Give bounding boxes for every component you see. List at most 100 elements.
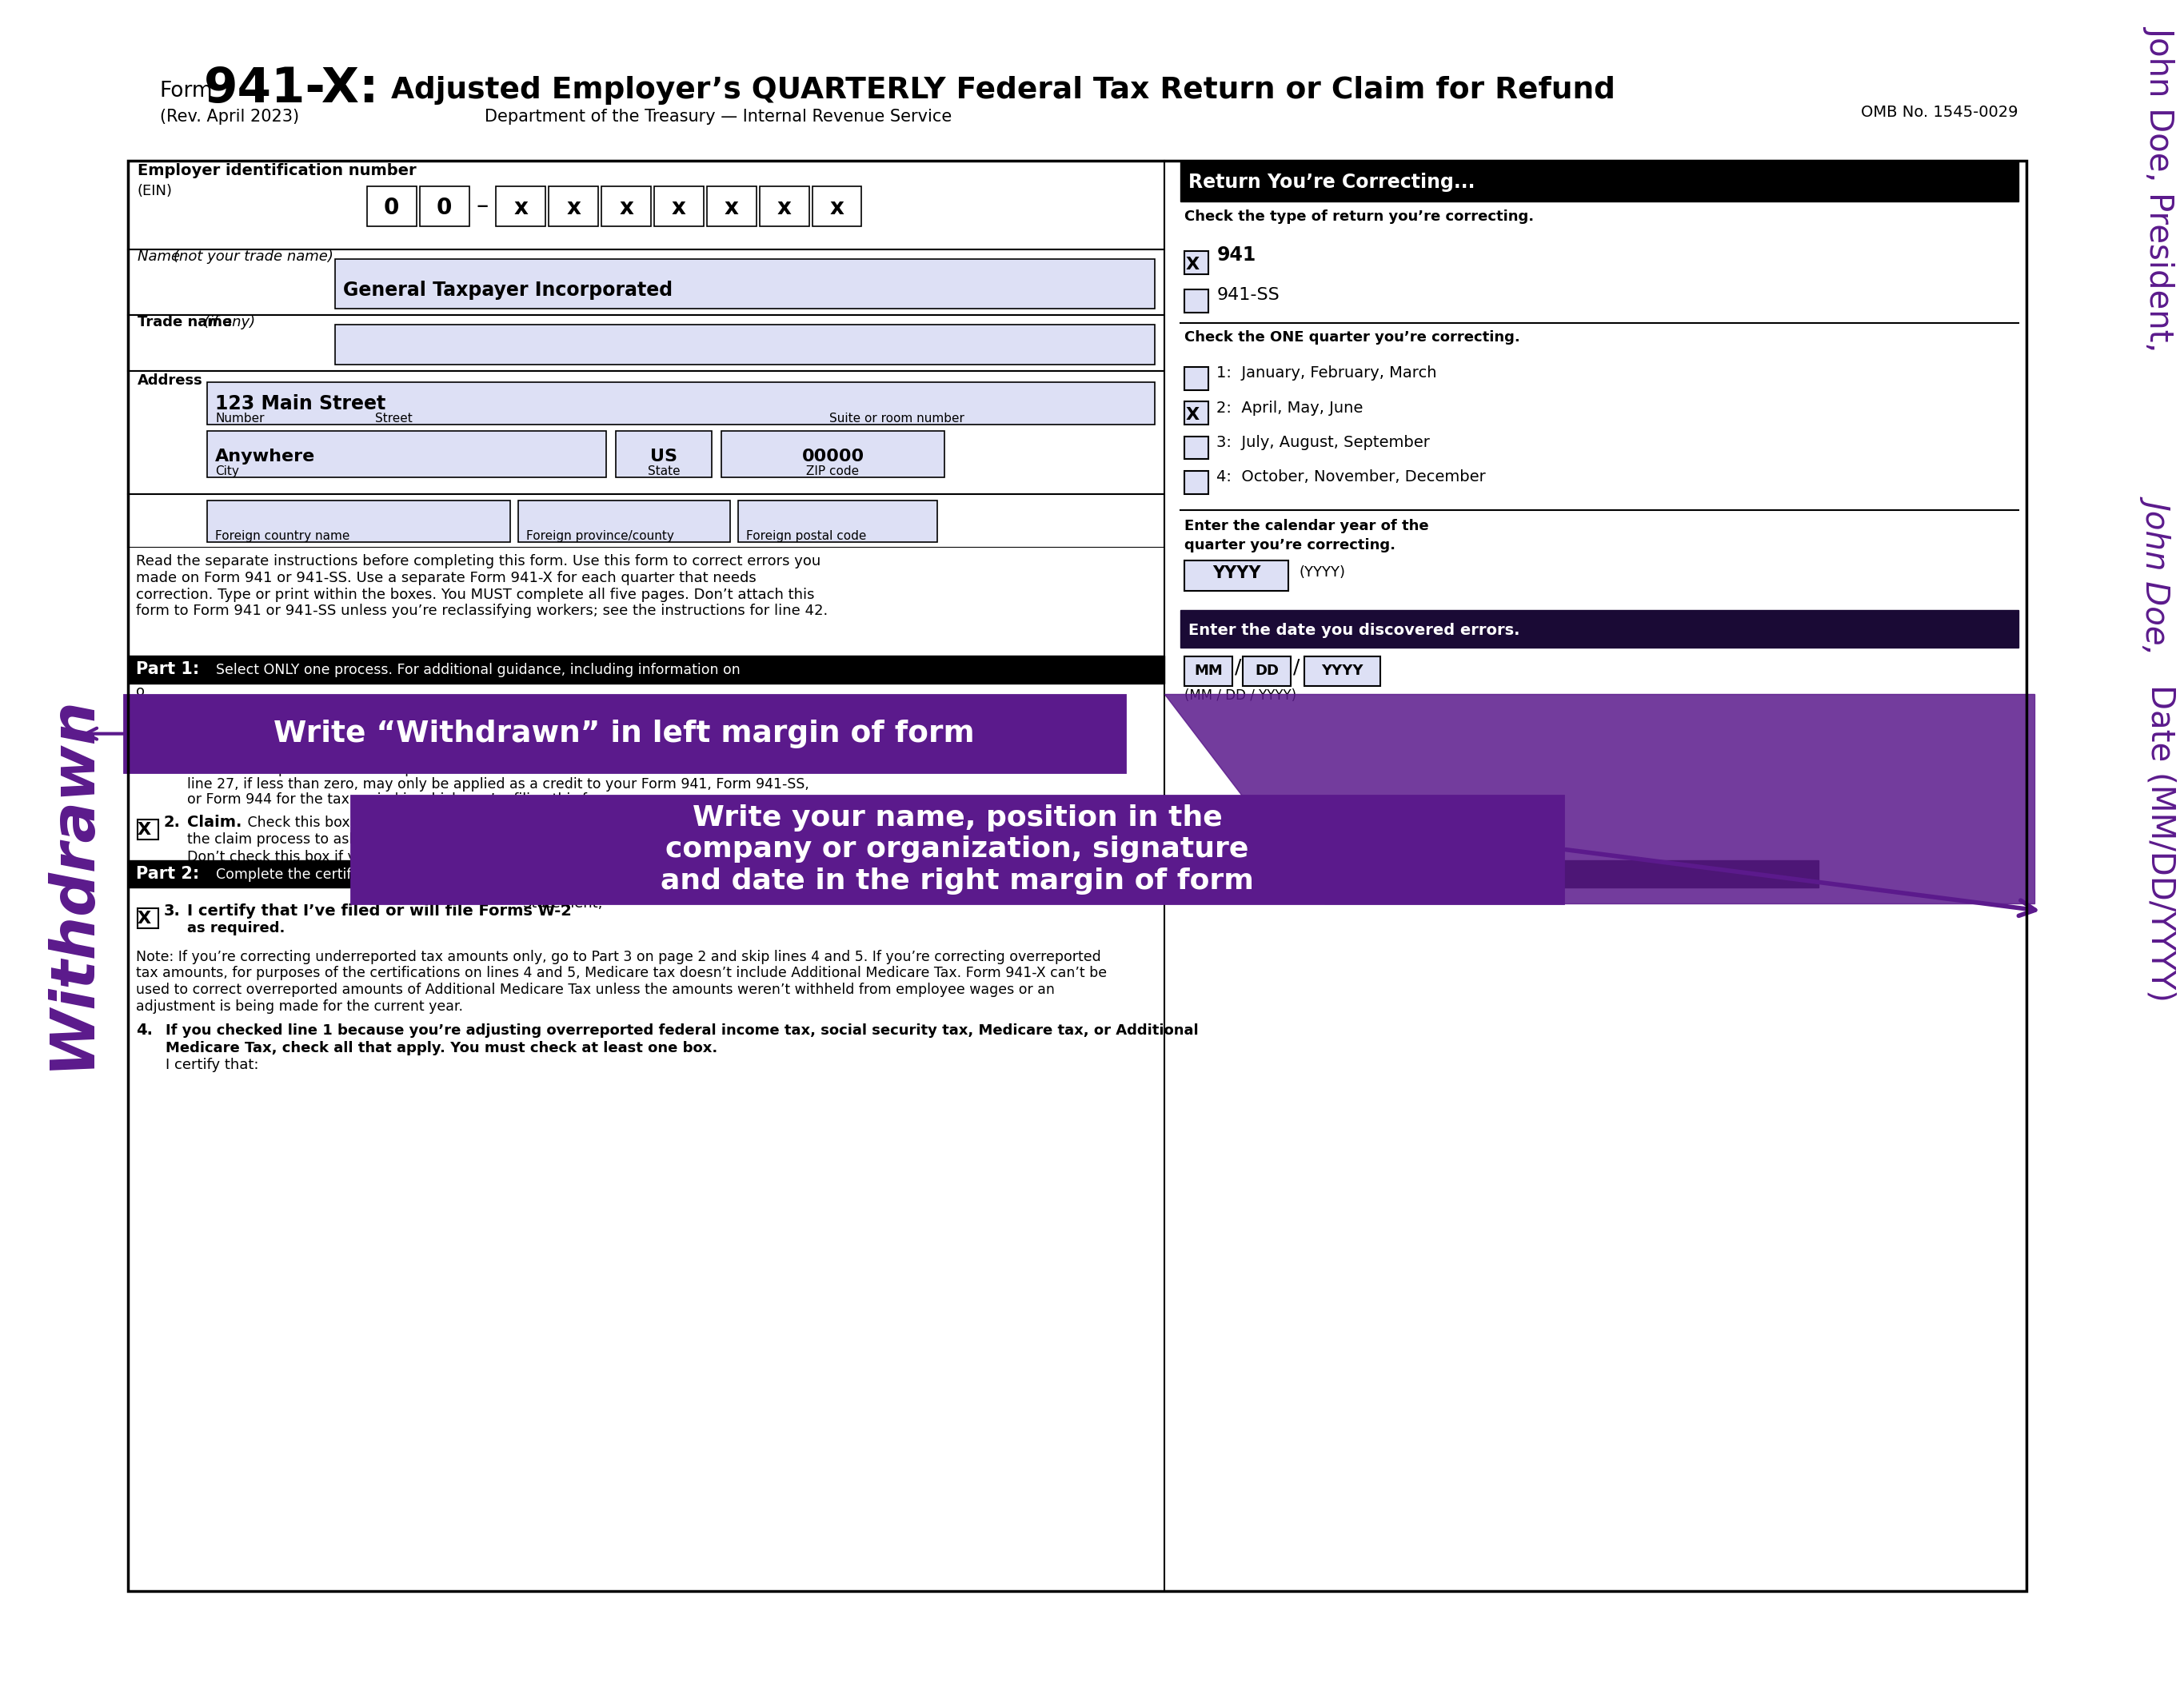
Bar — [760, 186, 808, 227]
Bar — [127, 161, 2027, 1591]
Text: (EIN): (EIN) — [138, 184, 173, 198]
Text: 941-X:: 941-X: — [203, 66, 380, 113]
Text: Number: Number — [216, 413, 264, 424]
Bar — [127, 250, 1164, 315]
Text: X: X — [138, 822, 151, 837]
Bar — [127, 161, 1164, 250]
Bar — [1184, 560, 1289, 592]
Text: 4.: 4. — [135, 1023, 153, 1038]
Text: 3:  July, August, September: 3: July, August, September — [1216, 435, 1431, 450]
Bar — [1182, 161, 2018, 201]
Bar — [138, 717, 157, 737]
Text: o: o — [135, 685, 144, 698]
Bar — [124, 695, 1125, 773]
Text: /: / — [1234, 658, 1243, 676]
Text: DD: DD — [1256, 665, 1280, 678]
Bar — [1182, 610, 2018, 648]
Text: ZIP code: ZIP code — [806, 465, 858, 477]
Text: Employer identification number: Employer identification number — [138, 162, 415, 178]
Text: Statement,: Statement, — [522, 896, 603, 911]
Text: –: – — [476, 194, 489, 216]
Text: Foreign postal code: Foreign postal code — [747, 529, 867, 541]
Bar — [1243, 656, 1291, 687]
Text: Check this box if you overreported tax a: Check this box if you overreported tax a — [242, 815, 529, 830]
FancyArrowPatch shape — [1566, 849, 2035, 917]
Bar — [616, 431, 712, 477]
Text: YYYY: YYYY — [1321, 665, 1363, 678]
Bar — [127, 370, 1164, 494]
Text: Name: Name — [138, 249, 183, 264]
Text: If you checked line 1 because you’re adjusting overreported federal income tax, : If you checked line 1 because you’re adj… — [166, 1023, 1199, 1038]
Text: Part 2:: Part 2: — [135, 866, 199, 881]
Text: or Form 944 for the tax period in which you’re filing this form.: or Form 944 for the tax period in which … — [188, 793, 620, 807]
Bar — [1184, 470, 1208, 494]
Bar — [367, 186, 417, 227]
Text: Select ONLY one process. For additional guidance, including information on: Select ONLY one process. For additional … — [207, 663, 740, 678]
Bar — [496, 186, 546, 227]
Bar — [334, 259, 1155, 309]
Text: OMB No. 1545-0029: OMB No. 1545-0029 — [1861, 105, 2018, 120]
Text: 4:  October, November, December: 4: October, November, December — [1216, 470, 1485, 485]
Text: Department of the Treasury — Internal Revenue Service: Department of the Treasury — Internal Re… — [485, 108, 952, 125]
Bar — [207, 431, 607, 477]
Text: 1.: 1. — [164, 714, 181, 729]
Bar — [138, 908, 157, 928]
Bar — [419, 186, 470, 227]
Text: Don’t check this box if you’re correcting ANY u: Don’t check this box if you’re correctin… — [188, 849, 513, 864]
Text: I certify that I’ve filed or will file Forms W-2: I certify that I’ve filed or will file F… — [188, 903, 572, 918]
Text: (YYYY): (YYYY) — [1299, 565, 1345, 580]
Text: x: x — [830, 196, 843, 218]
Text: 3.: 3. — [164, 903, 181, 918]
Text: quarter you’re correcting.: quarter you’re correcting. — [1184, 538, 1396, 553]
Text: adjustment process to correct the errors. You must check this box if you’re corr: adjustment process to correct the errors… — [188, 746, 784, 761]
Bar — [1184, 436, 1208, 460]
Text: (if any): (if any) — [205, 315, 256, 330]
Text: x: x — [725, 196, 738, 218]
Text: as required.: as required. — [188, 922, 286, 935]
Bar — [601, 186, 651, 227]
Bar — [548, 186, 598, 227]
Bar — [1184, 289, 1208, 313]
Text: (not your trade name): (not your trade name) — [175, 249, 334, 264]
Text: Note: If you’re correcting underreported tax amounts only, go to Part 3 on page : Note: If you’re correcting underreported… — [135, 950, 1107, 1015]
Polygon shape — [1164, 693, 2033, 903]
Text: Foreign country name: Foreign country name — [216, 529, 349, 541]
Text: (MM / DD / YYYY): (MM / DD / YYYY) — [1184, 688, 1297, 703]
Bar — [1184, 656, 1232, 687]
Text: X: X — [1186, 257, 1199, 272]
Text: Address: Address — [138, 374, 203, 387]
Text: Form: Form — [159, 81, 212, 101]
Bar — [127, 548, 1164, 656]
Text: Enter the calendar year of the: Enter the calendar year of the — [1184, 519, 1428, 533]
Bar — [812, 186, 860, 227]
Text: Street: Street — [376, 413, 413, 424]
Text: Medicare Tax, check all that apply. You must check at least one box.: Medicare Tax, check all that apply. You … — [166, 1040, 719, 1055]
Text: A: A — [188, 709, 199, 724]
Bar — [708, 186, 756, 227]
Text: Return You’re Correcting...: Return You’re Correcting... — [1188, 172, 1476, 191]
Text: State: State — [646, 465, 679, 477]
Bar — [127, 861, 1819, 888]
Bar — [655, 186, 703, 227]
Text: (Rev. April 2023): (Rev. April 2023) — [159, 108, 299, 125]
Text: MM: MM — [1195, 665, 1223, 678]
Text: Withdrawn: Withdrawn — [41, 693, 100, 1069]
Text: Check the type of return you’re correcting.: Check the type of return you’re correcti… — [1184, 210, 1533, 225]
Text: x: x — [673, 196, 686, 218]
Text: General Taxpayer Incorporated: General Taxpayer Incorporated — [343, 281, 673, 299]
FancyArrowPatch shape — [85, 729, 124, 739]
Text: 0: 0 — [437, 196, 452, 218]
Text: 00000: 00000 — [802, 448, 865, 465]
Text: Date (MM/DD/YYYY): Date (MM/DD/YYYY) — [2145, 685, 2175, 1001]
Text: Check the ONE quarter you’re correcting.: Check the ONE quarter you’re correcting. — [1184, 330, 1520, 345]
Text: Complete the certifications.: Complete the certifications. — [207, 867, 411, 881]
Text: x: x — [566, 196, 581, 218]
Text: John Doe,: John Doe, — [2145, 495, 2175, 651]
Text: Anywhere: Anywhere — [216, 448, 314, 465]
Text: 941-SS: 941-SS — [1216, 287, 1280, 303]
Text: YYYY: YYYY — [1212, 565, 1260, 582]
Bar — [738, 501, 937, 541]
Text: Adjusted Employer’s QUARTERLY Federal Tax Return or Claim for Refund: Adjusted Employer’s QUARTERLY Federal Ta… — [391, 76, 1616, 105]
Text: line 27, if less than zero, may only be applied as a credit to your Form 941, Fo: line 27, if less than zero, may only be … — [188, 778, 810, 791]
Text: A: A — [188, 725, 197, 741]
